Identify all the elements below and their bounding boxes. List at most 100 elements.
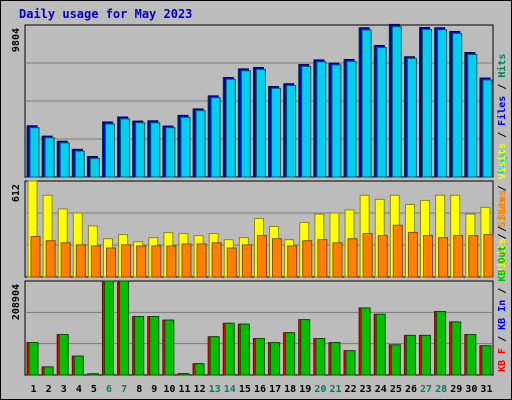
day-label-26: 26 [405,384,417,395]
day-label-23: 23 [360,384,372,395]
bar-kb-out-day-20 [315,338,326,376]
max-value-label: 612 [11,184,22,202]
day-label-9: 9 [151,384,157,395]
legend-separator: / [497,126,508,144]
bar-sites-day-6 [105,247,116,278]
legend-separator: / [497,220,508,238]
day-label-19: 19 [299,384,311,395]
bar-pages-day-7 [120,118,131,178]
bar-kb-out-day-25 [390,344,401,376]
day-label-18: 18 [284,384,296,395]
legend-visits_sites: Visits / Sites [496,190,508,274]
bar-kb-out-day-1 [28,342,39,376]
bar-pages-day-9 [150,122,161,178]
legend-separator: / [497,330,508,348]
legend-separator: / [497,179,508,197]
bar-pages-day-28 [437,29,448,178]
bar-sites-day-3 [60,242,71,278]
legend-item-visits: Visits [496,143,508,179]
bar-kb-out-day-24 [375,313,386,376]
day-label-2: 2 [46,384,52,395]
bar-pages-day-23 [361,29,372,178]
bar-kb-out-day-16 [254,338,265,376]
bar-sites-day-10 [166,245,177,278]
max-value-label: 208904 [11,284,22,320]
bar-sites-day-17 [272,238,283,278]
bar-kb-out-day-6 [103,280,114,376]
bar-kb-out-day-10 [164,319,175,376]
bar-sites-day-25 [392,224,403,278]
day-label-31: 31 [480,384,492,395]
day-label-15: 15 [239,384,251,395]
day-label-1: 1 [31,384,37,395]
bar-kb-out-day-13 [209,336,220,376]
bar-kb-out-day-7 [119,280,130,376]
bar-pages-day-2 [44,137,55,178]
bar-sites-day-22 [347,238,358,278]
bar-sites-day-15 [241,244,252,278]
day-label-14: 14 [224,384,236,395]
bar-kb-out-day-23 [360,307,371,376]
bar-sites-day-14 [226,247,237,278]
bar-kb-out-day-28 [436,311,447,376]
bar-kb-out-day-29 [451,321,462,376]
bar-pages-day-20 [316,61,327,178]
bar-pages-day-25 [391,26,402,178]
bar-pages-day-15 [240,70,251,178]
legend-kb_in_out: KB F / KB In / KB Out / Sites / Visits [496,143,508,372]
bar-pages-day-5 [89,157,100,178]
bar-pages-day-29 [452,32,463,178]
bar-pages-day-17 [271,87,282,178]
legend-hits_files_pages: Pages / Files / Hits [496,54,508,174]
bar-sites-day-19 [302,240,313,278]
bar-kb-out-day-22 [345,350,356,376]
bar-kb-out-day-11 [179,373,190,376]
bar-sites-day-1 [30,236,41,278]
bar-pages-day-4 [74,150,85,178]
legend-item-kb-f: KB F [497,348,508,372]
bar-pages-day-21 [331,64,342,178]
bar-pages-day-19 [301,65,312,178]
legend-item-files: Files [496,96,508,126]
bar-pages-day-13 [210,97,221,178]
bar-sites-day-18 [287,245,298,278]
day-label-17: 17 [269,384,281,395]
legend-item-hits: Hits [496,54,508,78]
bar-pages-day-8 [135,122,146,178]
bar-sites-day-8 [136,245,147,278]
bar-pages-day-10 [165,127,176,178]
bar-kb-out-day-31 [481,345,492,376]
bar-kb-out-day-8 [134,316,145,376]
chart-title: Daily usage for May 2023 [19,7,193,21]
bar-sites-day-21 [332,242,343,278]
bar-sites-day-5 [90,245,101,278]
bar-sites-day-30 [468,235,479,278]
bar-kb-out-day-12 [194,363,205,376]
day-label-22: 22 [345,384,357,395]
bar-sites-day-16 [256,235,267,278]
day-label-21: 21 [329,384,341,395]
bar-sites-day-24 [377,235,388,278]
bar-sites-day-26 [407,231,418,278]
day-label-20: 20 [314,384,326,395]
bar-sites-day-4 [75,244,86,278]
bar-pages-day-27 [422,28,433,178]
day-label-8: 8 [136,384,142,395]
bar-kb-out-day-30 [466,334,477,376]
legend-item-kb-in: KB In [497,300,508,330]
bar-kb-out-day-18 [285,332,296,376]
legend-separator: / [497,227,508,245]
legend-separator: / [497,282,508,300]
bar-pages-day-30 [467,54,478,178]
bar-sites-day-29 [453,235,464,278]
bar-pages-day-12 [195,110,206,178]
bar-kb-out-day-3 [58,334,69,376]
day-label-28: 28 [435,384,447,395]
day-label-27: 27 [420,384,432,395]
day-label-12: 12 [194,384,206,395]
bar-pages-day-31 [482,79,493,178]
bar-pages-day-26 [406,57,417,178]
bar-kb-out-day-4 [73,355,84,376]
legend-item-sites: Sites [496,197,508,227]
bar-pages-day-3 [59,142,70,178]
